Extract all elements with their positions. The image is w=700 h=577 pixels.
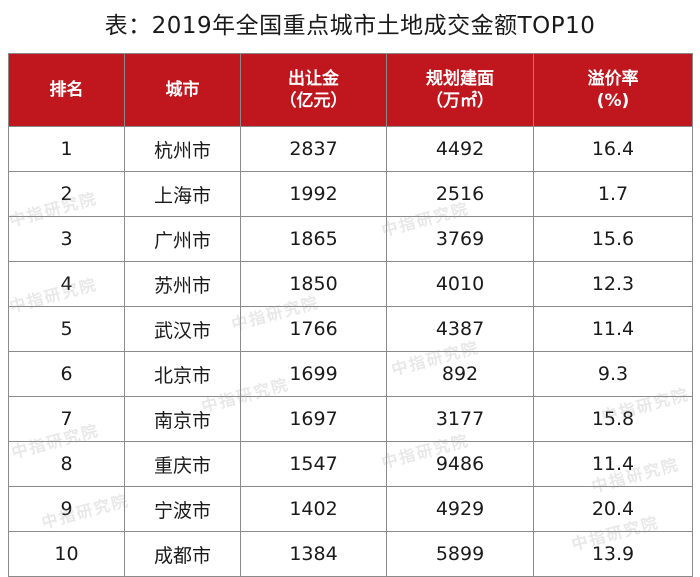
cell-area: 4929 (386, 486, 534, 532)
cell-city: 南京市 (124, 396, 241, 442)
cell-rank: 6 (8, 351, 125, 397)
cell-amount: 1992 (240, 171, 387, 217)
cell-amount: 1766 (240, 306, 387, 352)
header-row: 排名 城市 出让金 （亿元） 规划建面 （万㎡） 溢价率 (%) (8, 53, 693, 127)
cell-city: 武汉市 (124, 306, 241, 352)
cell-rank: 4 (8, 261, 125, 307)
cell-rank: 3 (8, 216, 125, 262)
table-row: 6 北京市 1699 892 9.3 (8, 351, 693, 397)
cell-area: 9486 (386, 441, 534, 487)
cell-rank: 5 (8, 306, 125, 352)
cell-city: 苏州市 (124, 261, 241, 307)
cell-area: 2516 (386, 171, 534, 217)
cell-premium: 1.7 (533, 171, 693, 217)
cell-premium: 9.3 (533, 351, 693, 397)
cell-amount: 1547 (240, 441, 387, 487)
cell-rank: 8 (8, 441, 125, 487)
cell-city: 杭州市 (124, 126, 241, 172)
header-rank: 排名 (8, 53, 125, 127)
cell-city: 重庆市 (124, 441, 241, 487)
table-row: 7 南京市 1697 3177 15.8 (8, 396, 693, 442)
cell-amount: 1850 (240, 261, 387, 307)
cell-rank: 9 (8, 486, 125, 532)
cell-amount: 1697 (240, 396, 387, 442)
cell-city: 广州市 (124, 216, 241, 262)
cell-premium: 16.4 (533, 126, 693, 172)
table-row: 5 武汉市 1766 4387 11.4 (8, 306, 693, 352)
table-row: 3 广州市 1865 3769 15.6 (8, 216, 693, 262)
cell-premium: 20.4 (533, 486, 693, 532)
cell-area: 3177 (386, 396, 534, 442)
cell-premium: 15.8 (533, 396, 693, 442)
table-row: 10 成都市 1384 5899 13.9 (8, 531, 693, 577)
cell-area: 4492 (386, 126, 534, 172)
header-premium: 溢价率 (%) (533, 53, 693, 127)
table-title: 表：2019年全国重点城市土地成交金额TOP10 (104, 13, 596, 39)
table-row: 8 重庆市 1547 9486 11.4 (8, 441, 693, 487)
header-area: 规划建面 （万㎡） (386, 53, 534, 127)
cell-city: 成都市 (124, 531, 241, 577)
table-row: 2 上海市 1992 2516 1.7 (8, 171, 693, 217)
cell-premium: 11.4 (533, 441, 693, 487)
cell-amount: 1384 (240, 531, 387, 577)
cell-amount: 1699 (240, 351, 387, 397)
cell-rank: 2 (8, 171, 125, 217)
cell-area: 4387 (386, 306, 534, 352)
cell-premium: 13.9 (533, 531, 693, 577)
cell-area: 3769 (386, 216, 534, 262)
cell-amount: 1865 (240, 216, 387, 262)
table-row: 4 苏州市 1850 4010 12.3 (8, 261, 693, 307)
cell-amount: 1402 (240, 486, 387, 532)
land-transaction-table: 排名 城市 出让金 （亿元） 规划建面 （万㎡） 溢价率 (%) 1 杭州市 283… (8, 53, 693, 577)
cell-area: 892 (386, 351, 534, 397)
cell-area: 5899 (386, 531, 534, 577)
header-city: 城市 (124, 53, 241, 127)
cell-city: 上海市 (124, 171, 241, 217)
cell-premium: 15.6 (533, 216, 693, 262)
cell-rank: 1 (8, 126, 125, 172)
header-amount: 出让金 （亿元） (240, 53, 387, 127)
cell-city: 北京市 (124, 351, 241, 397)
cell-amount: 2837 (240, 126, 387, 172)
cell-premium: 12.3 (533, 261, 693, 307)
cell-premium: 11.4 (533, 306, 693, 352)
cell-area: 4010 (386, 261, 534, 307)
cell-city: 宁波市 (124, 486, 241, 532)
cell-rank: 10 (8, 531, 125, 577)
cell-rank: 7 (8, 396, 125, 442)
table-row: 1 杭州市 2837 4492 16.4 (8, 126, 693, 172)
table-row: 9 宁波市 1402 4929 20.4 (8, 486, 693, 532)
